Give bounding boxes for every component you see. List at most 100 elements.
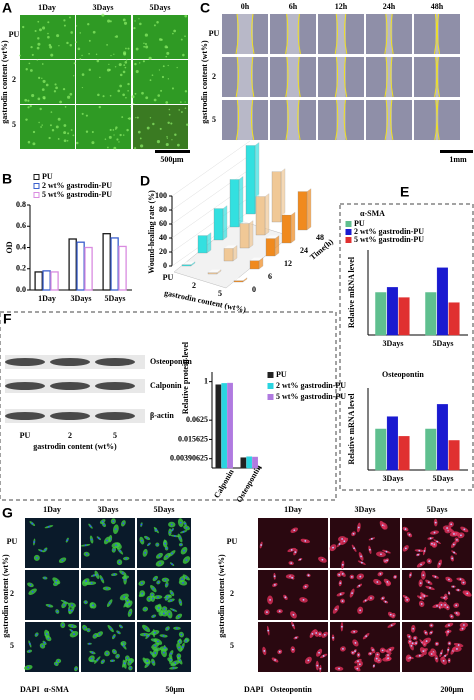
nucleus (96, 659, 99, 661)
cell-speck (122, 51, 127, 55)
cell-speck (127, 90, 129, 92)
lane-label: PU (20, 431, 31, 440)
cell-speck (161, 75, 165, 79)
nucleus (71, 604, 73, 607)
nucleus (126, 599, 129, 602)
nucleus (386, 559, 389, 562)
nucleus (411, 642, 414, 645)
cell-speck (66, 41, 69, 45)
nucleus (292, 613, 295, 616)
nucleus (55, 662, 58, 665)
nucleus (108, 602, 111, 605)
cell-speck (62, 87, 66, 91)
cell-speck (88, 68, 92, 72)
legend-label: 2 wt% gastrodin-PU (42, 181, 112, 190)
bar (271, 171, 282, 223)
nucleus (422, 650, 425, 653)
column-header: 6h (289, 2, 298, 11)
nucleus (55, 579, 58, 582)
cell-speck (63, 124, 67, 127)
cell-speck (53, 90, 57, 93)
cell-speck (122, 18, 126, 22)
nucleus (380, 553, 382, 556)
nucleus (318, 651, 320, 654)
cell-speck (146, 126, 150, 130)
cell-speck (32, 142, 36, 146)
cell-speck (184, 101, 186, 103)
cell-speck (160, 89, 163, 92)
cell-speck (135, 116, 137, 119)
nucleus (452, 585, 455, 588)
nucleus (394, 576, 396, 578)
nucleus (341, 572, 344, 575)
cell-speck (149, 79, 152, 82)
nucleus (429, 537, 432, 540)
y-tick-label: 60 (159, 219, 167, 228)
y-tick-label: 0.0 (16, 285, 26, 294)
cell-speck (118, 63, 122, 67)
nucleus (419, 582, 422, 585)
legend-swatch (33, 183, 40, 189)
cell-speck (81, 86, 84, 89)
wound-edge (335, 99, 347, 141)
cell-speck (176, 66, 178, 69)
cell-speck (69, 16, 71, 19)
nucleus (182, 581, 184, 584)
nucleus (389, 648, 392, 651)
nucleus (457, 644, 460, 646)
bar-side (264, 193, 270, 236)
wound-gap (237, 100, 253, 140)
micrograph (76, 15, 131, 59)
x-tick-label: Calponin (212, 467, 236, 499)
nucleus (35, 633, 38, 636)
bar (34, 271, 43, 291)
nucleus (436, 604, 438, 607)
bar (207, 272, 218, 275)
column-header: 5Days (150, 3, 171, 12)
nucleus (164, 579, 167, 581)
nucleus (339, 582, 342, 585)
bar-top (224, 245, 237, 249)
cell-speck (55, 125, 59, 129)
nucleus (353, 547, 356, 550)
nucleus (434, 575, 437, 578)
cell-speck (109, 128, 112, 132)
nucleus (292, 624, 294, 627)
scale-bar-label: 500μm (160, 155, 184, 164)
cell-speck (85, 114, 88, 117)
nucleus (29, 583, 32, 586)
nucleus (181, 646, 184, 648)
cell-speck (79, 58, 82, 60)
cell-speck (124, 61, 128, 64)
cell-speck (173, 29, 176, 33)
legend-swatch (33, 192, 40, 198)
cell-speck (41, 63, 44, 65)
nucleus (70, 609, 73, 612)
fluorescence-image (402, 518, 472, 568)
nucleus (341, 600, 344, 602)
nucleus (356, 667, 359, 670)
nucleus (448, 592, 450, 595)
nucleus (304, 585, 307, 588)
nucleus (106, 539, 108, 542)
nucleus (171, 552, 173, 555)
column-header: 1Day (43, 505, 61, 514)
scale-bar (438, 680, 466, 682)
nucleus (148, 597, 151, 600)
nucleus (386, 580, 389, 583)
nucleus (168, 613, 171, 615)
bar (233, 280, 244, 283)
cell-speck (168, 113, 171, 116)
nucleus (101, 578, 103, 581)
nucleus (339, 593, 342, 596)
cell-speck (77, 47, 81, 51)
nucleus (140, 523, 143, 526)
column-header: 12h (335, 2, 348, 11)
nucleus (185, 640, 187, 642)
nucleus (341, 563, 344, 566)
legend-label: 2 wt% gastrodin-PU (276, 381, 346, 390)
cell-speck (63, 24, 66, 27)
row-label: 5 (12, 120, 16, 129)
scale-bar-label: 200μm (440, 685, 464, 694)
cell-speck (117, 89, 121, 93)
